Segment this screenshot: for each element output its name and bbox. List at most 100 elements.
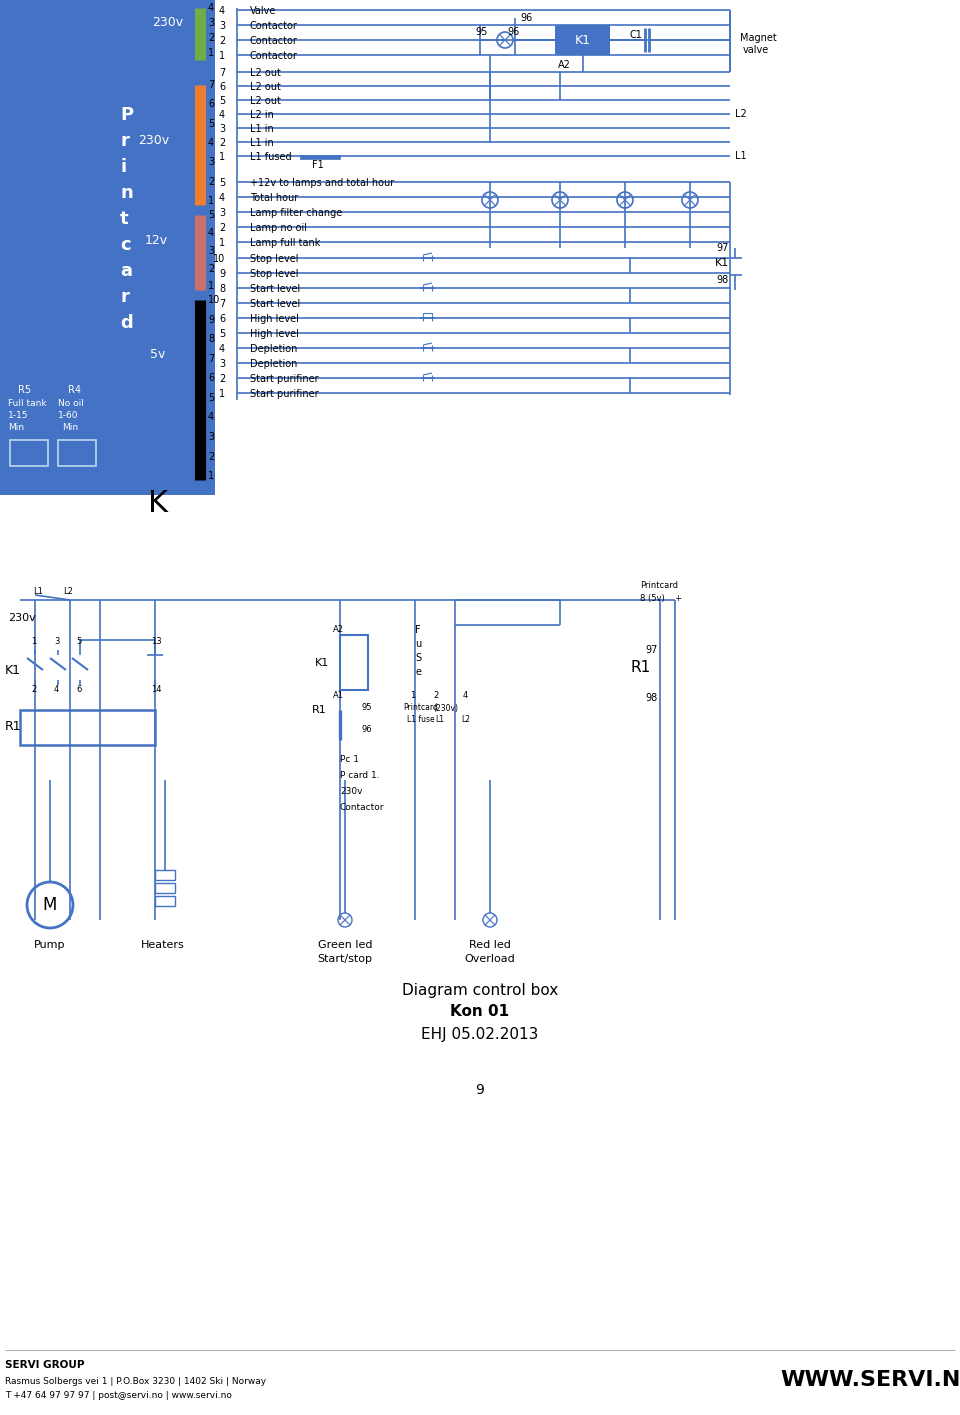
- Text: L1: L1: [735, 151, 747, 161]
- Bar: [300, 156, 340, 158]
- Text: 1: 1: [208, 282, 214, 291]
- Text: 7: 7: [219, 68, 225, 78]
- Text: R1: R1: [630, 661, 650, 675]
- Text: 6: 6: [219, 82, 225, 92]
- Text: Depletion: Depletion: [250, 344, 298, 354]
- Text: 230v: 230v: [340, 788, 363, 797]
- Text: K1: K1: [5, 664, 21, 676]
- Text: 4: 4: [208, 3, 214, 13]
- Text: Full tank: Full tank: [8, 399, 47, 409]
- Text: 4: 4: [208, 139, 214, 149]
- Text: +12v to lamps and total hour: +12v to lamps and total hour: [250, 178, 395, 188]
- Text: 9: 9: [219, 269, 225, 279]
- Text: WWW.SERVI.NO: WWW.SERVI.NO: [780, 1370, 960, 1390]
- Text: L2: L2: [63, 587, 73, 597]
- Text: 230v: 230v: [138, 133, 169, 147]
- Text: M: M: [43, 896, 58, 914]
- Text: L1: L1: [33, 587, 43, 597]
- Bar: [155, 896, 175, 906]
- Text: d: d: [120, 314, 132, 333]
- Text: a: a: [120, 262, 132, 280]
- Text: Printcard: Printcard: [403, 703, 438, 713]
- Text: Stop level: Stop level: [250, 255, 299, 265]
- Bar: [340, 635, 368, 691]
- Text: 5: 5: [208, 209, 214, 219]
- Text: P card 1.: P card 1.: [340, 771, 379, 781]
- Text: EHJ 05.02.2013: EHJ 05.02.2013: [421, 1026, 539, 1041]
- Bar: [0, 0, 215, 495]
- Text: 96: 96: [520, 13, 532, 23]
- Text: Depletion: Depletion: [250, 359, 298, 369]
- Text: 3: 3: [208, 432, 214, 441]
- Text: High level: High level: [250, 314, 299, 324]
- Text: Start purifiner: Start purifiner: [250, 389, 319, 399]
- Text: c: c: [120, 236, 131, 255]
- Text: K: K: [148, 488, 168, 518]
- Text: 12v: 12v: [145, 233, 168, 246]
- Bar: [58, 440, 96, 466]
- Text: Total hour: Total hour: [250, 192, 299, 202]
- Text: i: i: [120, 158, 126, 175]
- Text: L2: L2: [461, 716, 470, 724]
- Text: L2 out: L2 out: [250, 82, 281, 92]
- Text: 3: 3: [208, 18, 214, 28]
- Text: 2: 2: [208, 451, 214, 461]
- Text: 3: 3: [54, 638, 60, 647]
- Text: 14: 14: [151, 685, 161, 695]
- Text: Lamp no oil: Lamp no oil: [250, 224, 307, 233]
- Text: Pc 1: Pc 1: [340, 756, 359, 764]
- Text: 1: 1: [410, 691, 416, 699]
- Text: r: r: [120, 289, 129, 306]
- Text: Start level: Start level: [250, 299, 300, 308]
- Text: r: r: [120, 132, 129, 150]
- Text: Magnet: Magnet: [740, 33, 777, 42]
- Text: u: u: [415, 640, 421, 649]
- Text: 7: 7: [208, 354, 214, 364]
- Text: R1: R1: [5, 720, 22, 733]
- Text: 1: 1: [219, 151, 225, 161]
- Text: 230v: 230v: [8, 613, 36, 623]
- Text: Valve: Valve: [250, 6, 276, 16]
- Text: Overload: Overload: [465, 954, 516, 964]
- Text: 3: 3: [219, 359, 225, 369]
- Text: 4: 4: [219, 6, 225, 16]
- Text: 7: 7: [219, 299, 225, 308]
- Text: 6: 6: [208, 374, 214, 383]
- Text: 5v: 5v: [150, 348, 165, 361]
- Text: 98: 98: [716, 275, 729, 284]
- Text: Start/stop: Start/stop: [318, 954, 372, 964]
- Text: 2: 2: [208, 33, 214, 42]
- Text: 4: 4: [219, 110, 225, 120]
- Text: 5: 5: [219, 330, 225, 340]
- Text: 6: 6: [219, 314, 225, 324]
- Text: valve: valve: [743, 45, 769, 55]
- Text: Heaters: Heaters: [141, 940, 185, 949]
- Text: 3: 3: [208, 157, 214, 167]
- Text: L1 fuse: L1 fuse: [407, 716, 435, 724]
- Text: Min: Min: [8, 423, 24, 433]
- Text: 2: 2: [208, 263, 214, 273]
- Text: 4: 4: [463, 691, 468, 699]
- Text: K1: K1: [315, 658, 329, 668]
- Text: 6: 6: [76, 685, 82, 695]
- Text: L1 fused: L1 fused: [250, 151, 292, 161]
- Text: e: e: [415, 666, 421, 676]
- Text: Pump: Pump: [35, 940, 65, 949]
- Text: 2: 2: [433, 691, 439, 699]
- Text: SERVI GROUP: SERVI GROUP: [5, 1360, 84, 1370]
- Text: 3: 3: [219, 21, 225, 31]
- Bar: [155, 870, 175, 880]
- Text: 10: 10: [208, 294, 220, 306]
- Text: 4: 4: [219, 344, 225, 354]
- Text: T +47 64 97 97 97 | post@servi.no | www.servi.no: T +47 64 97 97 97 | post@servi.no | www.…: [5, 1391, 232, 1399]
- Text: K1: K1: [715, 258, 730, 267]
- Text: 9: 9: [475, 1082, 485, 1097]
- Text: 5: 5: [219, 178, 225, 188]
- Bar: [20, 710, 155, 746]
- Text: 1-60: 1-60: [58, 412, 79, 420]
- Text: Green led: Green led: [318, 940, 372, 949]
- Text: 2: 2: [208, 177, 214, 187]
- Text: 95: 95: [475, 27, 488, 37]
- Text: A2: A2: [558, 59, 571, 69]
- Text: 97: 97: [645, 645, 658, 655]
